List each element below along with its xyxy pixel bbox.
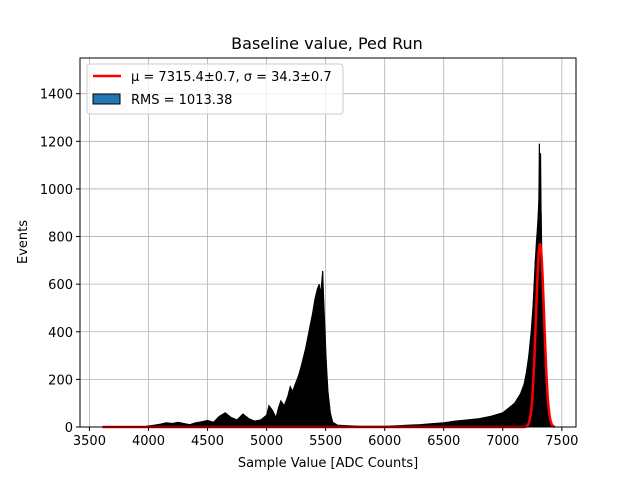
y-tick-label: 800 [48, 231, 73, 246]
y-tick-label: 400 [48, 326, 73, 341]
y-tick-label: 1200 [40, 135, 73, 150]
y-tick-label: 200 [48, 373, 73, 388]
legend-fit-label: μ = 7315.4±0.7, σ = 34.3±0.7 [131, 70, 332, 85]
axis-ticks: 3500 4000 4500 5000 5500 6000 6500 7000 7500 0 200… [40, 88, 578, 449]
legend-box [86, 63, 344, 115]
y-axis-label: Events [16, 220, 31, 264]
x-tick-label: 4500 [191, 434, 224, 449]
legend-histogram-label: RMS = 1013.38 [131, 93, 232, 108]
x-axis-label: Sample Value [ADC Counts] [238, 456, 418, 471]
x-tick-label: 4000 [132, 434, 165, 449]
y-tick-label: 1400 [40, 88, 73, 103]
x-tick-label: 7000 [486, 434, 519, 449]
x-tick-label: 3500 [73, 434, 106, 449]
y-tick-label: 0 [65, 421, 73, 436]
x-tick-label: 5000 [250, 434, 283, 449]
x-tick-label: 5500 [309, 434, 342, 449]
x-tick-label: 7500 [545, 434, 578, 449]
y-tick-label: 1000 [40, 183, 73, 198]
plot-area [80, 58, 576, 427]
chart-title: Baseline value, Ped Run [231, 34, 423, 53]
legend-histogram-swatch [92, 93, 121, 105]
y-tick-label: 600 [48, 278, 73, 293]
legend: μ = 7315.4±0.7, σ = 34.3±0.7 RMS = 1013.… [86, 63, 344, 115]
x-tick-label: 6500 [427, 434, 460, 449]
plot-frame [79, 57, 577, 428]
x-tick-label: 6000 [368, 434, 401, 449]
